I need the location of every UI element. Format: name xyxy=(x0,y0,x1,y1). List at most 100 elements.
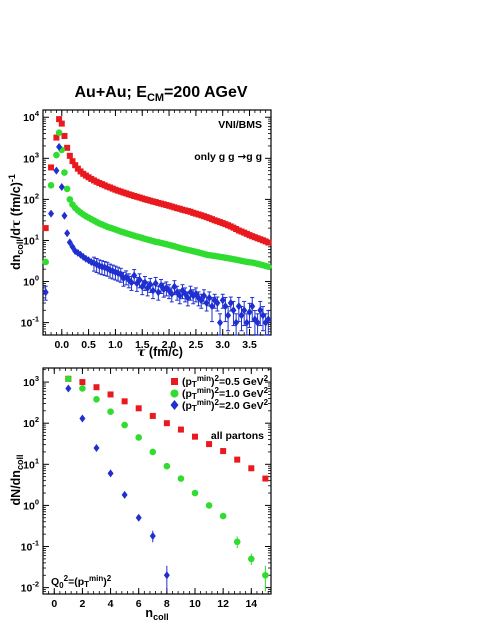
series-1 xyxy=(42,129,272,270)
data-point-square xyxy=(69,158,76,165)
data-point-circle xyxy=(93,396,100,403)
y-tick-label: 102 xyxy=(23,191,39,206)
data-point-circle xyxy=(55,129,63,137)
y-tick-label: 10-2 xyxy=(21,580,39,595)
data-point-square xyxy=(163,420,170,427)
data-point-diamond xyxy=(233,318,240,327)
y-tick-label: 10-1 xyxy=(21,539,39,554)
x-tick-label: 0 xyxy=(51,598,57,610)
annotation-model: VNI/BMS xyxy=(218,119,262,131)
data-point-diamond xyxy=(107,469,114,478)
x-tick-label: 2.0 xyxy=(162,339,177,351)
data-point-diamond xyxy=(149,286,156,295)
data-point-square xyxy=(135,405,142,412)
data-point-diamond xyxy=(243,318,250,327)
data-point-circle xyxy=(66,196,74,203)
data-point-diamond xyxy=(219,296,226,305)
data-point-circle xyxy=(149,448,157,456)
y-tick-label: 103 xyxy=(23,150,39,165)
x-tick-label: 1.0 xyxy=(108,339,123,351)
data-point-square xyxy=(48,164,55,171)
x-tick-label: 3.5 xyxy=(242,339,257,351)
data-point-diamond xyxy=(131,271,138,280)
data-point-diamond xyxy=(147,280,154,289)
data-point-square xyxy=(64,144,71,151)
data-point-diamond xyxy=(168,289,175,298)
data-point-diamond xyxy=(121,490,128,499)
data-point-square xyxy=(42,225,49,232)
data-point-diamond xyxy=(152,279,159,288)
data-point-square xyxy=(121,398,128,405)
data-point-diamond xyxy=(217,318,224,327)
data-point-circle xyxy=(107,408,114,416)
data-point-diamond xyxy=(238,311,245,320)
data-point-circle xyxy=(191,489,199,497)
top-y-axis-label: dncoll/dτ (fm/c)-1 xyxy=(7,174,25,270)
y-tick-label: 103 xyxy=(23,374,39,389)
data-point-diamond xyxy=(141,278,148,287)
x-tick-label: 6 xyxy=(136,598,142,610)
data-point-square xyxy=(206,441,213,448)
data-point-square xyxy=(72,162,79,169)
data-point-diamond xyxy=(128,278,135,287)
annotation-all-partons: all partons xyxy=(211,430,264,442)
legend: (pTmin)2=0.5 GeV2 (pTmin)2=1.0 GeV2 (pTm… xyxy=(170,374,269,413)
legend-marker-blue-diamond xyxy=(170,400,179,410)
data-point-diamond xyxy=(42,288,49,297)
data-point-square xyxy=(220,448,227,455)
data-point-square xyxy=(93,384,100,391)
y-tick-label: 102 xyxy=(23,415,39,430)
data-point-diamond xyxy=(66,238,73,247)
data-point-circle xyxy=(79,385,86,392)
data-point-diamond xyxy=(93,443,100,452)
legend-marker-red-square xyxy=(171,378,178,385)
data-point-diamond xyxy=(225,311,232,320)
data-point-circle xyxy=(163,462,171,470)
data-point-square xyxy=(177,426,184,433)
series-2 xyxy=(65,384,170,580)
bottom-plot-data xyxy=(65,375,269,592)
data-point-circle xyxy=(121,421,128,429)
data-point-diamond xyxy=(155,288,162,297)
data-point-diamond xyxy=(135,513,142,522)
x-tick-label: 2 xyxy=(79,598,85,610)
data-point-circle xyxy=(61,169,68,176)
data-point-diamond xyxy=(203,299,210,308)
data-point-diamond xyxy=(246,308,253,317)
data-point-circle xyxy=(135,434,143,441)
data-point-square xyxy=(58,120,65,127)
x-tick-label: 3.0 xyxy=(215,339,230,351)
data-point-circle xyxy=(65,375,72,383)
data-point-diamond xyxy=(230,306,237,315)
data-point-diamond xyxy=(235,302,242,311)
data-point-square xyxy=(265,239,272,246)
data-point-diamond xyxy=(53,166,60,175)
data-point-diamond xyxy=(214,299,221,308)
data-point-square xyxy=(192,433,198,440)
y-tick-label: 10-1 xyxy=(21,315,39,330)
x-tick-label: 0.0 xyxy=(54,339,69,351)
data-point-diamond xyxy=(48,209,55,218)
top-axis-ticks: 0.0 0.5 1.0 1.5 2.0 2.5 3.0 3.5 10-1 100 101 102 103… xyxy=(21,109,271,351)
x-tick-label: 4 xyxy=(108,598,114,610)
top-plot-frame xyxy=(42,109,272,336)
series-2 xyxy=(42,142,272,336)
data-point-square xyxy=(107,391,114,398)
data-point-diamond xyxy=(227,299,234,308)
data-point-diamond xyxy=(249,302,256,311)
data-point-square xyxy=(248,465,255,472)
data-point-diamond xyxy=(136,275,143,284)
series-0 xyxy=(42,116,272,246)
data-point-diamond xyxy=(64,229,71,238)
data-point-circle xyxy=(265,263,272,270)
data-point-diamond xyxy=(254,318,261,327)
top-x-axis-label: τ (fm/c) xyxy=(137,344,183,359)
data-point-diamond xyxy=(58,183,65,192)
data-point-diamond xyxy=(61,211,68,220)
x-tick-label: 14 xyxy=(245,598,257,610)
x-tick-label: 10 xyxy=(189,598,201,610)
data-point-square xyxy=(61,132,68,139)
data-point-square xyxy=(149,412,156,419)
y-tick-label: 100 xyxy=(23,274,39,289)
